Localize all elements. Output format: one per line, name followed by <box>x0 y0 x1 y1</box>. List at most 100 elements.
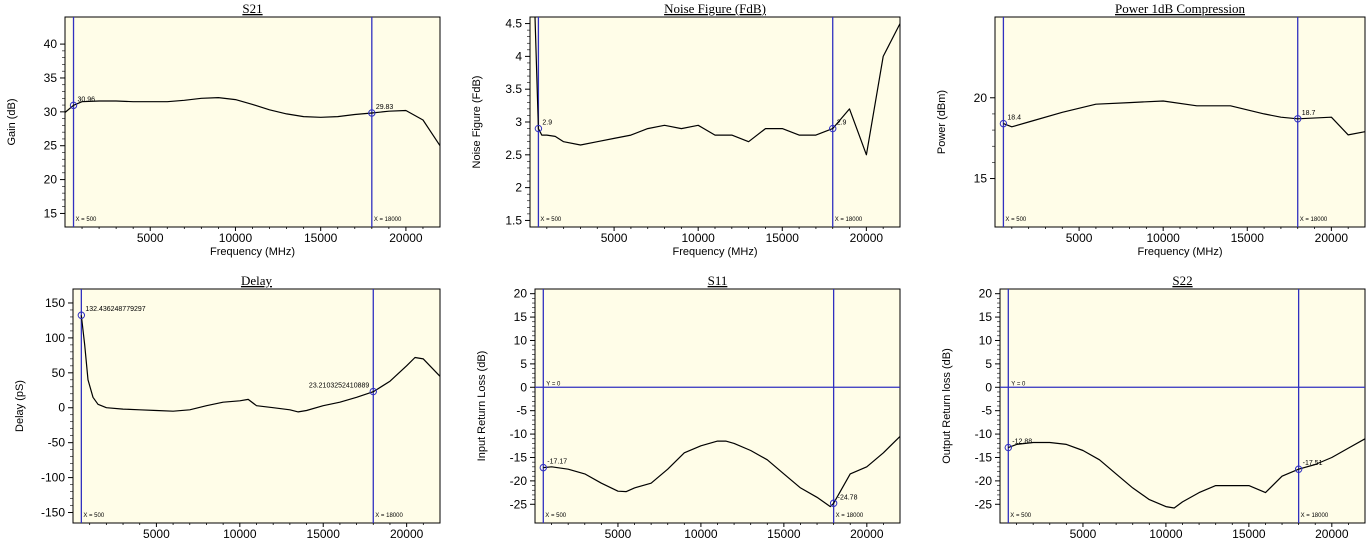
y-tick-label: 20 <box>979 287 993 301</box>
marker-label: 132.436248779297 <box>85 306 145 313</box>
marker-label: -17.17 <box>547 459 567 466</box>
panel-3: Power 1dB Compression 5000 10000 15000 20000… <box>936 1 1366 258</box>
x-tick-label: 10000 <box>1146 231 1180 245</box>
y-axis-label: Noise Figure (FdB) <box>471 76 483 169</box>
marker-point <box>534 124 543 133</box>
x-tick-label: 15000 <box>1232 527 1266 541</box>
x-tick-label: 10000 <box>1149 527 1183 541</box>
v-cursor-label: X = 500 <box>1010 513 1032 519</box>
y-tick-label: 0 <box>520 380 527 394</box>
x-tick-label: 5000 <box>137 231 164 245</box>
v-cursor-label: X = 18000 <box>836 513 864 519</box>
y-tick-label: 100 <box>45 331 65 345</box>
y-axis-label: Delay (pS) <box>14 380 26 432</box>
panel-1: S21 5000 10000 15000 20000 15 20 25 30 35 40 Freque… <box>6 1 441 258</box>
y-tick-label: 50 <box>52 366 66 380</box>
v-cursor-label: X = 500 <box>76 217 98 223</box>
y-axis-label: Power (dBm) <box>936 90 948 154</box>
y-tick-label: 4 <box>515 49 522 63</box>
x-axis-label: Frequency (MHz) <box>210 246 295 258</box>
x-tick-label: 15000 <box>766 231 800 245</box>
y-tick-label: -150 <box>41 506 65 520</box>
series-line <box>80 315 441 413</box>
y-tick-label: 3 <box>515 115 522 129</box>
y-tick-label: -10 <box>510 427 528 441</box>
y-tick-label: -5 <box>516 404 527 418</box>
series-line <box>543 435 901 508</box>
x-tick-label: 5000 <box>143 527 170 541</box>
x-tick-label: 10000 <box>219 231 253 245</box>
y-tick-label: 15 <box>974 172 988 186</box>
marker-label: 2.9 <box>542 120 552 127</box>
v-cursor-label: X = 18000 <box>375 513 403 519</box>
x-tick-label: 20000 <box>850 231 884 245</box>
marker-point <box>369 387 377 396</box>
x-tick-label: 15000 <box>307 527 341 541</box>
y-tick-label: 20 <box>514 287 528 301</box>
v-cursor-label: X = 500 <box>83 513 105 519</box>
series-line <box>1003 100 1366 136</box>
y-tick-label: 1.5 <box>505 213 522 227</box>
x-axis-label: Frequency (MHz) <box>673 246 758 258</box>
y-tick-label: 20 <box>974 91 988 105</box>
chart-title: Power 1dB Compression <box>1115 1 1246 16</box>
plot-area <box>999 288 1366 524</box>
panel-6: S22 5000 10000 15000 20000 -25 -20 -15 -10 -5 0 5 10… <box>941 273 1366 541</box>
marker-point <box>539 463 547 472</box>
y-tick-label: 30 <box>44 105 58 119</box>
marker-point <box>1004 443 1012 452</box>
panel-2: Noise Figure (FdB) 5000 10000 15000 20000 1.5… <box>471 1 901 258</box>
marker-label: 2.9 <box>837 120 847 127</box>
marker-label: -24.78 <box>838 494 858 501</box>
y-axis-label: Gain (dB) <box>6 98 18 145</box>
v-cursor-label: X = 500 <box>1005 217 1027 223</box>
y-tick-label: 15 <box>514 310 528 324</box>
x-tick-label: 5000 <box>1066 231 1093 245</box>
marker-point <box>1294 465 1303 473</box>
panel-4: Delay 5000 10000 15000 20000 -150 -100 -50 0 50 10… <box>14 273 441 541</box>
marker-point <box>829 499 838 507</box>
marker-point <box>1294 115 1302 123</box>
y-tick-label: 15 <box>44 206 58 220</box>
y-tick-label: -25 <box>975 497 993 511</box>
x-tick-label: 10000 <box>681 231 715 245</box>
y-tick-label: -10 <box>975 427 993 441</box>
y-tick-label: 0 <box>58 401 65 415</box>
y-tick-label: -5 <box>981 404 992 418</box>
y-tick-label: 10 <box>514 333 528 347</box>
y-tick-label: 4.5 <box>505 17 522 31</box>
series-line <box>534 16 901 156</box>
v-cursor-label: X = 18000 <box>1301 513 1329 519</box>
y-tick-label: 3.5 <box>505 82 522 96</box>
y-axis-label: Input Return Loss (dB) <box>476 351 488 462</box>
y-axis-label: Output Return loss (dB) <box>941 348 953 464</box>
y-tick-label: 150 <box>45 296 65 310</box>
marker-point <box>368 109 376 117</box>
chart-title: S22 <box>1172 273 1192 288</box>
x-tick-label: 15000 <box>767 527 801 541</box>
chart-title: S11 <box>708 273 728 288</box>
chart-title: S21 <box>242 1 262 16</box>
y-tick-label: -15 <box>510 450 528 464</box>
y-tick-label: -20 <box>510 474 528 488</box>
v-cursor-label: X = 18000 <box>1300 217 1328 223</box>
y-tick-label: 10 <box>979 333 993 347</box>
x-tick-label: 20000 <box>389 231 423 245</box>
marker-label: 30.96 <box>78 96 96 103</box>
chart-title: Noise Figure (FdB) <box>664 1 766 16</box>
y-tick-label: 2.5 <box>505 148 522 162</box>
plot-area <box>64 16 441 228</box>
y-tick-label: -100 <box>41 471 65 485</box>
x-axis-label: Frequency (MHz) <box>1138 246 1223 258</box>
y-tick-label: 40 <box>44 37 58 51</box>
y-tick-label: 15 <box>979 310 993 324</box>
x-tick-label: 10000 <box>223 527 257 541</box>
x-tick-label: 5000 <box>601 231 628 245</box>
x-tick-label: 15000 <box>304 231 338 245</box>
marker-point <box>77 311 86 319</box>
y-tick-label: 25 <box>44 139 58 153</box>
v-cursor-label: X = 500 <box>540 217 562 223</box>
x-tick-label: 20000 <box>390 527 424 541</box>
y-tick-label: -50 <box>48 436 66 450</box>
